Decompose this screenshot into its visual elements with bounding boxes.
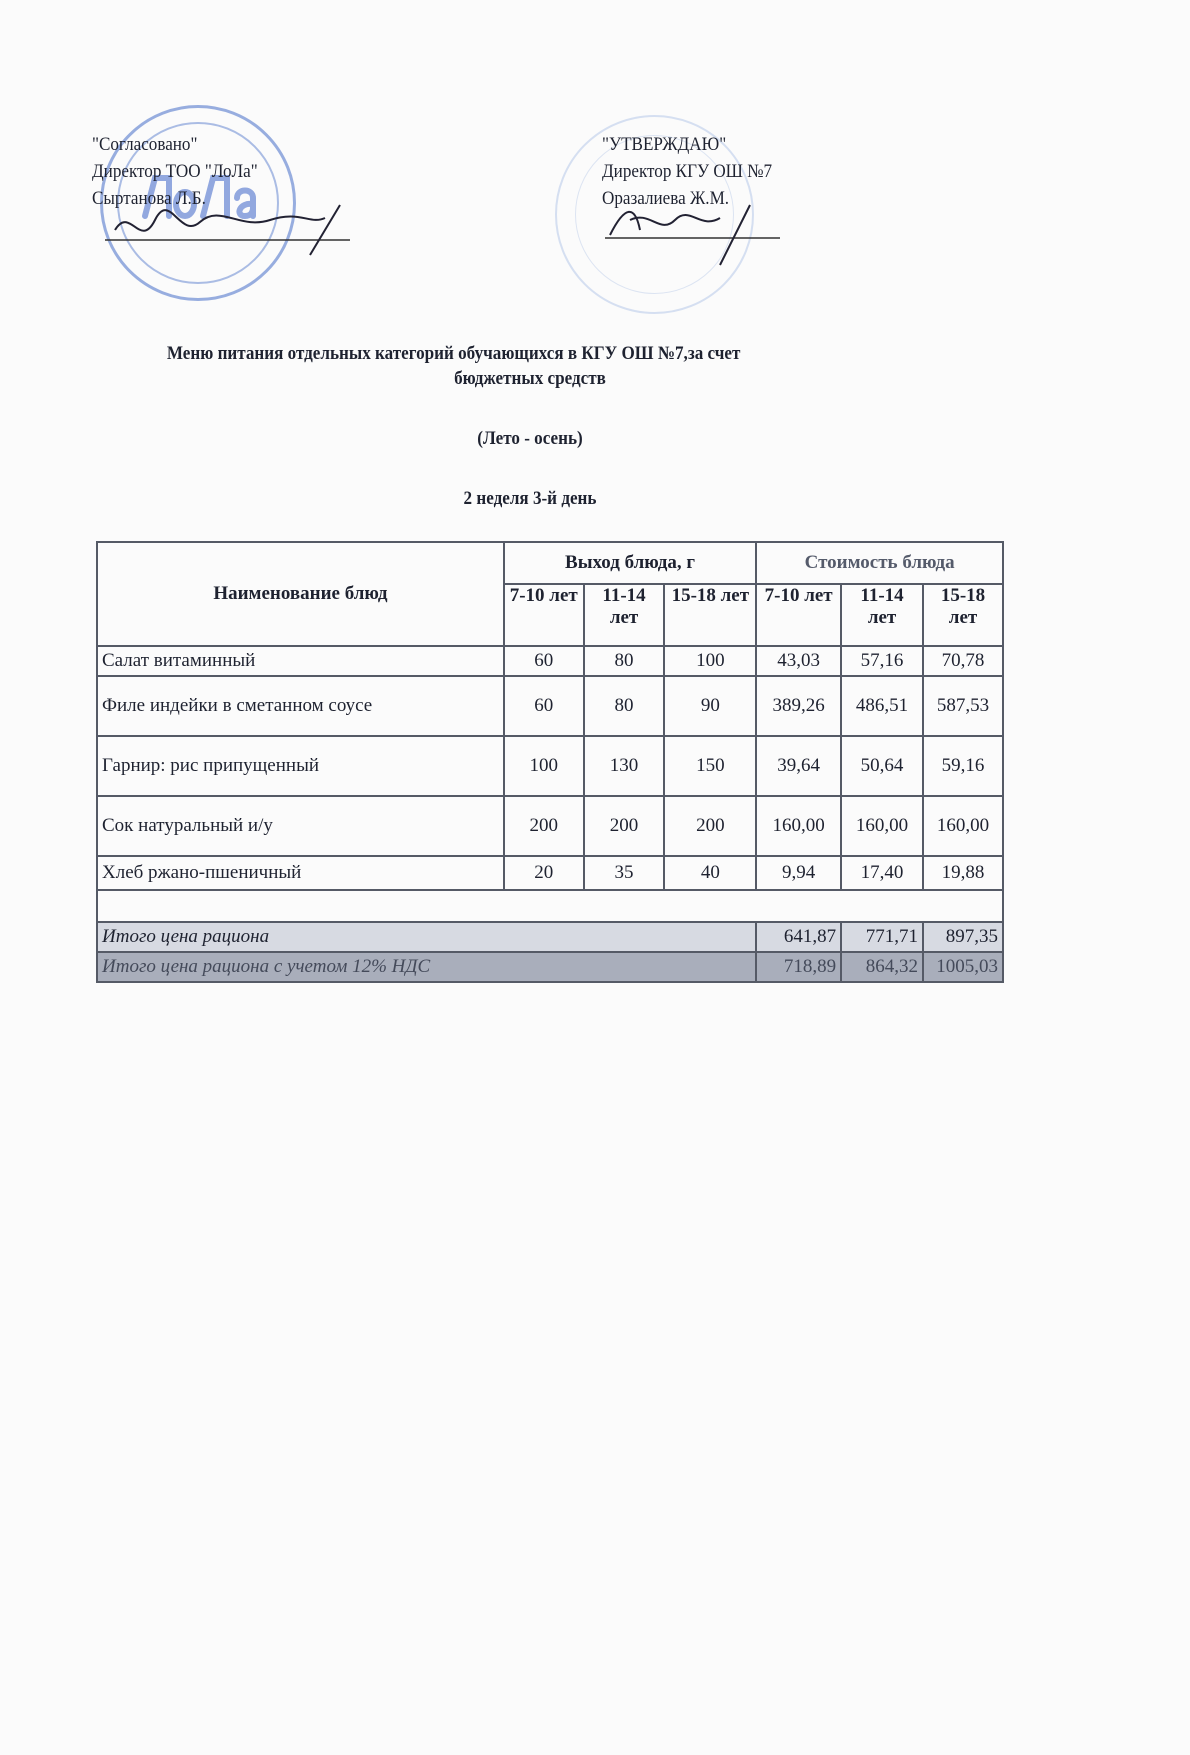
group-header-yield: Выход блюда, г (502, 541, 758, 585)
cell: 1005,03 (922, 951, 1004, 983)
cell: 80 (582, 675, 666, 737)
cell: 718,89 (755, 951, 843, 983)
stamp-logo (142, 175, 256, 220)
cell: 100 (663, 645, 758, 677)
document-title-line2: бюджетных средств (454, 368, 606, 389)
age-col: 15-18 лет (663, 583, 758, 647)
document-title: Меню питания отдельных категорий обучающ… (166, 343, 741, 364)
cell: 43,03 (755, 645, 843, 677)
dish-name: Салат витаминный (96, 645, 505, 677)
dish-name: Хлеб ржано-пшеничный (96, 855, 505, 891)
dish-name: Гарнир: рис припущенный (96, 735, 505, 797)
table-row: Салат витаминный 60 80 100 43,03 57,16 7… (96, 645, 1004, 677)
total-label: Итого цена рациона (95, 921, 758, 953)
approved-label: "УТВЕРЖДАЮ" (602, 134, 727, 155)
cell: 897,35 (922, 921, 1004, 953)
table-row: Филе индейки в сметанном соусе 60 80 90 … (96, 675, 1004, 737)
cell: 130 (582, 735, 666, 797)
cell: 40 (663, 855, 758, 891)
cell: 60 (502, 645, 585, 677)
director-title: Директор ТОО "ЛоЛа" (92, 161, 258, 182)
cell: 70,78 (922, 645, 1004, 677)
dish-name: Сок натуральный и/у (96, 795, 505, 857)
cell: 160,00 (755, 795, 843, 857)
cell: 587,53 (922, 675, 1004, 737)
cell: 20 (502, 855, 585, 891)
cell: 771,71 (840, 921, 924, 953)
company-stamp (100, 105, 296, 301)
table-row: Хлеб ржано-пшеничный 20 35 40 9,94 17,40… (96, 855, 1004, 891)
cell: 9,94 (755, 855, 843, 891)
group-header-cost: Стоимость блюда (755, 541, 1004, 585)
director-name: Сыртанова Л.Б. (92, 188, 206, 209)
table-row: Сок натуральный и/у 200 200 200 160,00 1… (96, 795, 1004, 857)
age-col: 11-14 лет (840, 583, 924, 647)
table-row: Гарнир: рис припущенный 100 130 150 39,6… (96, 735, 1004, 797)
cell: 50,64 (840, 735, 924, 797)
signature-left (105, 204, 350, 256)
cell: 160,00 (922, 795, 1004, 857)
cell: 57,16 (840, 645, 924, 677)
age-col: 7-10 лет (755, 583, 843, 647)
age-col: 7-10 лет (502, 583, 585, 647)
empty-row (96, 889, 1004, 923)
cell: 59,16 (922, 735, 1004, 797)
total-vat-row: Итого цена рациона с учетом 12% НДС 718,… (95, 951, 1004, 983)
cell: 150 (663, 735, 758, 797)
agreed-label: "Согласовано" (92, 134, 198, 155)
day-label: 2 неделя 3-й день (463, 488, 597, 509)
season-label: (Лето - осень) (477, 428, 583, 449)
signature-right (605, 204, 780, 266)
cell: 200 (582, 795, 666, 857)
cell: 100 (502, 735, 585, 797)
director-name: Оразалиева Ж.М. (602, 188, 730, 209)
total-row: Итого цена рациона 641,87 771,71 897,35 (95, 921, 1004, 953)
approval-block-left: "Согласовано" Директор ТОО "ЛоЛа" Сыртан… (92, 131, 258, 212)
cell: 200 (502, 795, 585, 857)
cell: 641,87 (755, 921, 843, 953)
approval-block-right: "УТВЕРЖДАЮ" Директор КГУ ОШ №7 Оразалиев… (602, 131, 772, 212)
dish-name: Филе индейки в сметанном соусе (96, 675, 505, 737)
director-title: Директор КГУ ОШ №7 (602, 161, 773, 182)
cell: 486,51 (840, 675, 924, 737)
menu-table: Наименование блюд Выход блюда, г Стоимос… (95, 541, 1004, 983)
cell: 39,64 (755, 735, 843, 797)
cell: 60 (502, 675, 585, 737)
total-vat-label: Итого цена рациона с учетом 12% НДС (95, 951, 758, 983)
cell: 80 (582, 645, 666, 677)
cell: 90 (663, 675, 758, 737)
school-stamp (555, 115, 754, 314)
cell: 200 (663, 795, 758, 857)
cell: 19,88 (922, 855, 1004, 891)
cell: 17,40 (840, 855, 924, 891)
age-col: 11-14 лет (582, 583, 666, 647)
col-header-name: Наименование блюд (96, 541, 505, 647)
cell: 35 (582, 855, 666, 891)
age-col: 15-18 лет (922, 583, 1004, 647)
cell: 864,32 (840, 951, 924, 983)
cell: 389,26 (755, 675, 843, 737)
cell: 160,00 (840, 795, 924, 857)
